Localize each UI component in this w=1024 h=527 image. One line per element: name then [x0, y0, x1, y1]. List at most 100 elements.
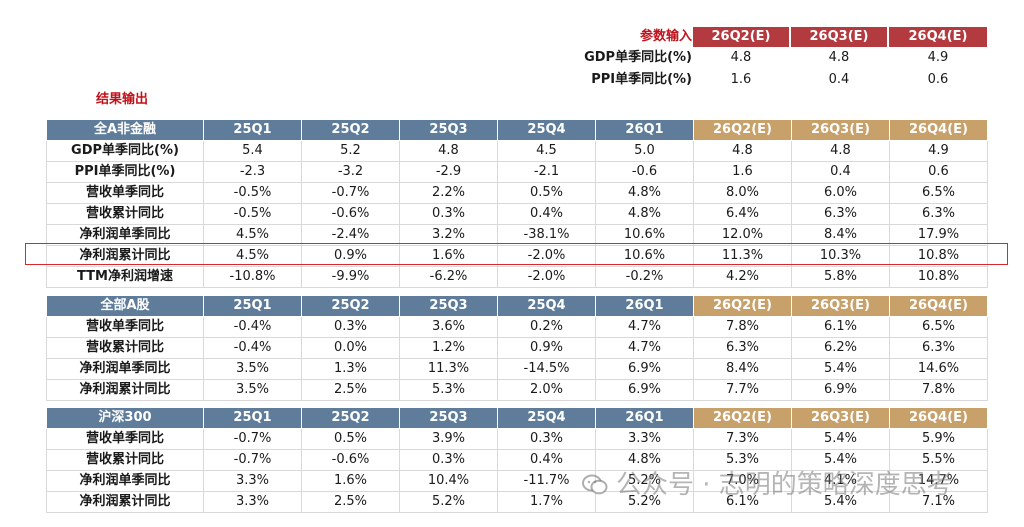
table-cell: 5.4% [791, 358, 890, 380]
table-cell: -0.6% [301, 203, 400, 225]
table-cell: -9.9% [301, 266, 400, 288]
table-cell: 6.3% [693, 337, 792, 359]
table-cell: 5.2% [595, 470, 694, 492]
table-row: 净利润累计同比 4.5% 0.9% 1.6% -2.0% 10.6% 11.3% 10.3% 1… [46, 245, 988, 267]
row-label: 净利润累计同比 [46, 491, 204, 513]
row-label: GDP单季同比(%) [46, 140, 204, 162]
table-cell: 3.5% [203, 358, 302, 380]
column-header: 25Q4 [497, 119, 596, 141]
row-label: 净利润单季同比 [46, 358, 204, 380]
param-ppi-26q2[interactable]: 1.6 [730, 72, 752, 87]
table-cell: 8.4% [693, 358, 792, 380]
table-cell: 17.9% [889, 224, 988, 246]
table-cell: 4.2% [693, 266, 792, 288]
table-cell: -0.6% [301, 449, 400, 471]
column-header: 26Q4(E) [889, 407, 988, 429]
watermark-text: 公众号 · 志明的策略深度思考 [616, 470, 953, 500]
param-input-label: 参数输入 [639, 29, 692, 44]
table-cell: 4.5% [203, 224, 302, 246]
table-title: 全A非金融 [46, 119, 204, 141]
table-cell: -0.7% [301, 182, 400, 204]
param-ppi-26q3[interactable]: 0.4 [828, 72, 850, 87]
table-cell: 6.3% [889, 203, 988, 225]
table-row: 营收单季同比 -0.7% 0.5% 3.9% 0.3% 3.3% 7.3% 5.4% 5.9% [46, 428, 988, 450]
table-row: 营收累计同比 -0.5% -0.6% 0.3% 0.4% 4.8% 6.4% 6.3% 6.3% [46, 203, 988, 225]
table-cell: 3.6% [399, 316, 498, 338]
table-cell: 5.9% [889, 428, 988, 450]
row-label: 营收单季同比 [46, 316, 204, 338]
table-cell: -6.2% [399, 266, 498, 288]
param-ppi-26q4[interactable]: 0.6 [927, 72, 949, 87]
table-row: GDP单季同比(%) 5.4 5.2 4.8 4.5 5.0 4.8 4.8 4.9 [46, 140, 988, 162]
data-table-2: 全部A股 25Q1 25Q2 25Q3 25Q4 26Q1 26Q2(E) 26Q3(E) 26… [46, 295, 988, 401]
param-gdp-26q2[interactable]: 4.8 [730, 50, 752, 65]
table-cell: -0.4% [203, 337, 302, 359]
param-gdp-26q4[interactable]: 4.9 [927, 50, 949, 65]
table-cell: 6.2% [791, 337, 890, 359]
table-cell: 6.9% [791, 379, 890, 401]
table-cell: 6.3% [791, 203, 890, 225]
row-label: 营收单季同比 [46, 182, 204, 204]
data-table-3: 沪深300 25Q1 25Q2 25Q3 25Q4 26Q1 26Q2(E) 26Q3(E) 2… [46, 407, 988, 513]
table-cell: 0.3% [399, 203, 498, 225]
table-cell: 1.7% [497, 491, 596, 513]
table-row: 净利润累计同比 3.3% 2.5% 5.2% 1.7% 5.2% 6.1% 5.4% 7.1% [46, 491, 988, 513]
column-header: 26Q2(E) [693, 407, 792, 429]
table-cell: 5.3% [399, 379, 498, 401]
table-cell: 14.7% [889, 470, 988, 492]
table-cell: 4.8% [595, 203, 694, 225]
table-cell: 7.8% [693, 316, 792, 338]
data-table-1: 全A非金融 25Q1 25Q2 25Q3 25Q4 26Q1 26Q2(E) 26Q3(E) 2… [46, 119, 988, 288]
table-cell: -0.2% [595, 266, 694, 288]
column-header: 25Q3 [399, 407, 498, 429]
table-row: 营收单季同比 -0.5% -0.7% 2.2% 0.5% 4.8% 8.0% 6.0% 6.5% [46, 182, 988, 204]
table-cell: 1.6 [693, 161, 792, 183]
table-cell: 0.3% [497, 428, 596, 450]
table-cell: 10.8% [889, 266, 988, 288]
table-cell: 14.6% [889, 358, 988, 380]
table-row: 营收累计同比 -0.7% -0.6% 0.3% 0.4% 4.8% 5.3% 5.4% 5.5% [46, 449, 988, 471]
table-cell: 10.8% [889, 245, 988, 267]
table-cell: 5.4% [791, 428, 890, 450]
table-cell: -0.6 [595, 161, 694, 183]
table-cell: -2.9 [399, 161, 498, 183]
table-cell: 6.5% [889, 182, 988, 204]
param-header-26q4: 26Q4(E) [889, 27, 987, 47]
column-header: 25Q1 [203, 119, 302, 141]
table-cell: 6.3% [889, 337, 988, 359]
table-cell: 4.8% [595, 182, 694, 204]
table-cell: 4.9 [889, 140, 988, 162]
table-cell: 2.5% [301, 379, 400, 401]
table-title: 沪深300 [46, 407, 204, 429]
column-header: 26Q3(E) [791, 295, 890, 317]
table-cell: 5.0 [595, 140, 694, 162]
table-cell: 4.7% [595, 337, 694, 359]
table-cell: 5.2 [301, 140, 400, 162]
wechat-icon [582, 474, 608, 495]
column-header: 26Q1 [595, 407, 694, 429]
table-cell: 4.7% [595, 316, 694, 338]
column-header: 25Q3 [399, 119, 498, 141]
table-header-row: 全部A股 25Q1 25Q2 25Q3 25Q4 26Q1 26Q2(E) 26Q3(E) 26… [46, 295, 988, 317]
table-cell: 6.1% [791, 316, 890, 338]
table-cell: 10.4% [399, 470, 498, 492]
table-cell: -3.2 [301, 161, 400, 183]
table-cell: 3.9% [399, 428, 498, 450]
table-cell: 2.0% [497, 379, 596, 401]
table-cell: 5.2% [399, 491, 498, 513]
table-cell: 5.3% [693, 449, 792, 471]
column-header: 25Q3 [399, 295, 498, 317]
table-cell: 7.8% [889, 379, 988, 401]
table-cell: 0.3% [399, 449, 498, 471]
param-ppi-label: PPI单季同比(%) [591, 72, 692, 87]
table-cell: 7.1% [889, 491, 988, 513]
table-cell: -2.0% [497, 266, 596, 288]
table-cell: 4.8 [791, 140, 890, 162]
table-cell: -0.5% [203, 203, 302, 225]
table-cell: 0.3% [301, 316, 400, 338]
table-cell: 0.6 [889, 161, 988, 183]
param-gdp-26q3[interactable]: 4.8 [828, 50, 850, 65]
table-cell: 1.3% [301, 358, 400, 380]
table-cell: 3.5% [203, 379, 302, 401]
table-cell: -0.4% [203, 316, 302, 338]
